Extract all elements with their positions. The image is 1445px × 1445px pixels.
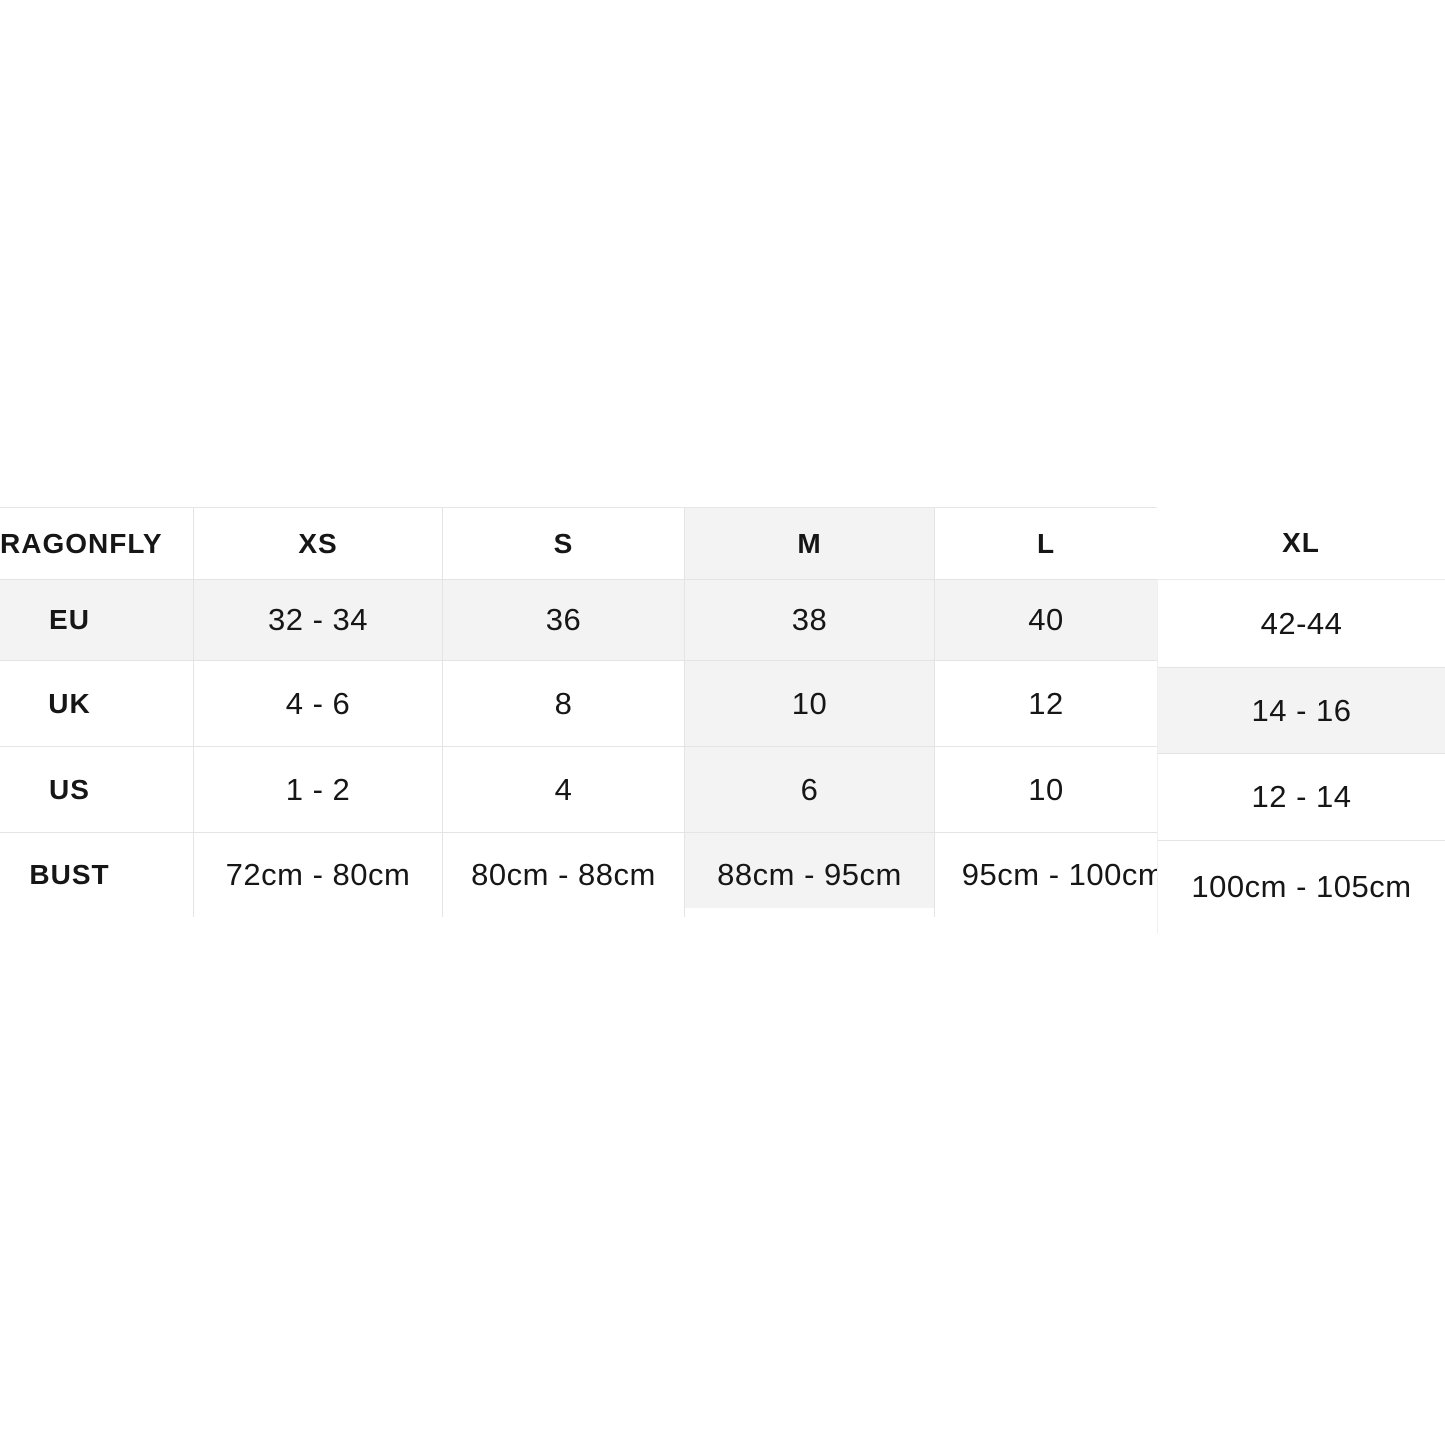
header-cell-s: S <box>443 508 685 579</box>
brand-cell: RAGONFLY <box>0 508 194 579</box>
xl-column-panel: XL 42-44 14 - 16 12 - 14 100cm - 105cm <box>1157 507 1445 933</box>
cell-eu-m: 38 <box>685 580 935 660</box>
header-cell-l: L <box>1036 527 1056 559</box>
cell-bust-s: 80cm - 88cm <box>443 833 685 917</box>
header-cell-m: M <box>685 508 935 579</box>
cell-eu-s: 36 <box>443 580 685 660</box>
cell-eu-l: 40 <box>935 580 1157 660</box>
cell-bust-xs: 72cm - 80cm <box>194 833 443 917</box>
header-row: RAGONFLY XS S M L <box>0 508 1157 580</box>
cell-us-xl: 12 - 14 <box>1157 753 1445 840</box>
cell-uk-m: 10 <box>685 661 935 746</box>
cell-bust-l: 95cm - 100cm <box>935 833 1164 917</box>
cell-us-s: 4 <box>443 747 685 832</box>
row-label-uk: UK <box>0 661 194 746</box>
cell-us-m: 6 <box>685 747 935 832</box>
cell-us-xs: 1 - 2 <box>194 747 443 832</box>
cell-uk-s: 8 <box>443 661 685 746</box>
cell-uk-xl: 14 - 16 <box>1157 667 1445 753</box>
header-cell-xs: XS <box>194 508 443 579</box>
table-row-eu: EU 32 - 34 36 38 40 <box>0 580 1157 661</box>
table-row-bust: BUST 72cm - 80cm 80cm - 88cm 88cm - 95cm… <box>0 833 1164 917</box>
cell-eu-xs: 32 - 34 <box>194 580 443 660</box>
table-row-uk: UK 4 - 6 8 10 12 <box>0 661 1157 747</box>
cell-bust-xl: 100cm - 105cm <box>1157 840 1445 933</box>
row-label-bust: BUST <box>0 833 194 917</box>
cell-uk-xs: 4 - 6 <box>194 661 443 746</box>
cell-bust-l-value: 95cm - 100cm <box>961 857 1165 892</box>
cell-us-l: 10 <box>1028 771 1064 807</box>
row-label-us: US <box>0 747 194 832</box>
cell-bust-m: 88cm - 95cm <box>685 833 935 917</box>
header-cell-xl: XL <box>1157 507 1445 579</box>
cell-eu-xl: 42-44 <box>1157 579 1445 667</box>
table-row-us: US 1 - 2 4 6 10 <box>0 747 1157 833</box>
size-table: RAGONFLY XS S M L EU 32 - 34 36 38 40 UK… <box>0 507 1164 917</box>
row-label-eu: EU <box>0 580 194 660</box>
cell-uk-l: 12 <box>1028 685 1064 721</box>
